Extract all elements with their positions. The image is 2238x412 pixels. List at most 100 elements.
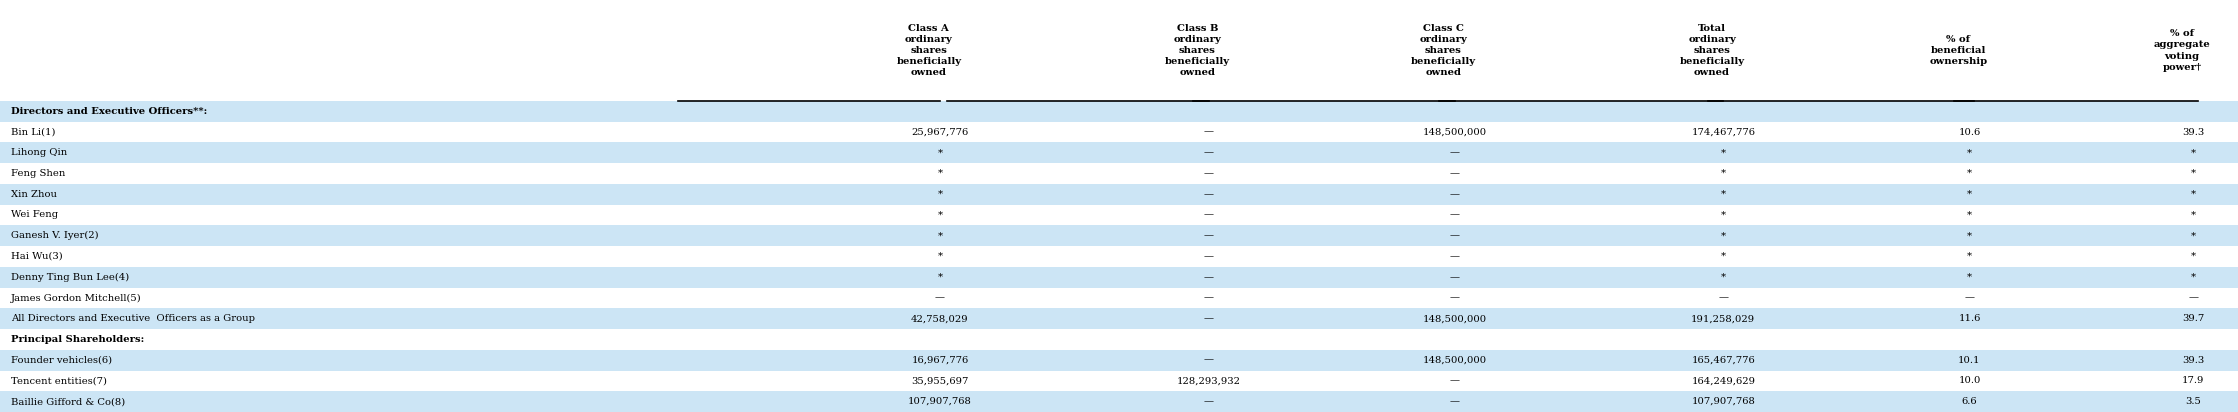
Text: *: * (1721, 273, 1725, 282)
Text: *: * (1721, 252, 1725, 261)
Bar (0, 308, 2238, 329)
Bar (0, 370, 2238, 391)
Text: *: * (1967, 252, 1972, 261)
Text: 11.6: 11.6 (1958, 314, 1981, 323)
Text: 165,467,776: 165,467,776 (1692, 356, 1755, 365)
Text: All Directors and Executive  Officers as a Group: All Directors and Executive Officers as … (11, 314, 255, 323)
Text: Class B
ordinary
shares
beneficially
owned: Class B ordinary shares beneficially own… (1164, 24, 1231, 77)
Text: —: — (1204, 252, 1213, 261)
Text: 174,467,776: 174,467,776 (1692, 128, 1755, 136)
Text: Baillie Gifford & Co(8): Baillie Gifford & Co(8) (11, 397, 125, 406)
Text: —: — (1450, 211, 1459, 220)
Text: 39.3: 39.3 (2182, 128, 2204, 136)
Text: *: * (938, 169, 942, 178)
Bar (0, 163, 2238, 184)
Text: James Gordon Mitchell(5): James Gordon Mitchell(5) (11, 293, 141, 302)
Text: 107,907,768: 107,907,768 (1692, 397, 1755, 406)
Text: 148,500,000: 148,500,000 (1423, 356, 1486, 365)
Text: —: — (1204, 314, 1213, 323)
Text: Lihong Qin: Lihong Qin (11, 148, 67, 157)
Text: 148,500,000: 148,500,000 (1423, 314, 1486, 323)
Text: —: — (1450, 190, 1459, 199)
Text: *: * (1721, 148, 1725, 157)
Text: 6.6: 6.6 (1963, 397, 1976, 406)
Text: —: — (1204, 293, 1213, 302)
Text: *: * (938, 148, 942, 157)
Text: 164,249,629: 164,249,629 (1692, 377, 1755, 385)
Bar (0, 101, 2238, 122)
Bar (0, 267, 2238, 288)
Text: *: * (1967, 211, 1972, 220)
Text: *: * (938, 190, 942, 199)
Text: *: * (938, 273, 942, 282)
Text: 35,955,697: 35,955,697 (911, 377, 969, 385)
Text: *: * (938, 252, 942, 261)
Text: 191,258,029: 191,258,029 (1692, 314, 1755, 323)
Text: 148,500,000: 148,500,000 (1423, 128, 1486, 136)
Text: —: — (1450, 252, 1459, 261)
Text: 10.6: 10.6 (1958, 128, 1981, 136)
Text: Hai Wu(3): Hai Wu(3) (11, 252, 63, 261)
Text: Xin Zhou: Xin Zhou (11, 190, 58, 199)
Text: 39.3: 39.3 (2182, 356, 2204, 365)
Text: *: * (1721, 211, 1725, 220)
Text: —: — (1450, 397, 1459, 406)
Bar (0, 246, 2238, 267)
Text: *: * (2191, 169, 2195, 178)
Text: *: * (1721, 169, 1725, 178)
Text: *: * (2191, 273, 2195, 282)
Text: —: — (1450, 148, 1459, 157)
Bar (0, 350, 2238, 370)
Text: —: — (935, 293, 944, 302)
Text: —: — (1204, 211, 1213, 220)
Text: Feng Shen: Feng Shen (11, 169, 65, 178)
Bar (0, 205, 2238, 225)
Text: % of
beneficial
ownership: % of beneficial ownership (1929, 35, 1987, 66)
Text: —: — (1204, 273, 1213, 282)
Text: —: — (1450, 377, 1459, 385)
Text: —: — (1204, 190, 1213, 199)
Text: —: — (1204, 169, 1213, 178)
Text: *: * (1967, 231, 1972, 240)
Bar (0, 391, 2238, 412)
Text: *: * (1967, 273, 1972, 282)
Text: *: * (1967, 190, 1972, 199)
Bar (0, 225, 2238, 246)
Bar (0, 143, 2238, 163)
Text: 39.7: 39.7 (2182, 314, 2204, 323)
Text: *: * (2191, 252, 2195, 261)
Bar (0, 288, 2238, 308)
Bar (0, 184, 2238, 205)
Text: —: — (1450, 169, 1459, 178)
Text: Ganesh V. Iyer(2): Ganesh V. Iyer(2) (11, 231, 98, 240)
Text: Founder vehicles(6): Founder vehicles(6) (11, 356, 112, 365)
Text: Tencent entities(7): Tencent entities(7) (11, 377, 107, 385)
Text: —: — (1719, 293, 1728, 302)
Text: % of
aggregate
voting
power†: % of aggregate voting power† (2153, 29, 2211, 72)
Text: *: * (938, 231, 942, 240)
Text: *: * (938, 211, 942, 220)
Text: Directors and Executive Officers**:: Directors and Executive Officers**: (11, 107, 208, 116)
Text: *: * (2191, 211, 2195, 220)
Bar (0, 122, 2238, 143)
Text: —: — (1450, 293, 1459, 302)
Text: 17.9: 17.9 (2182, 377, 2204, 385)
Text: —: — (1450, 231, 1459, 240)
Text: 10.0: 10.0 (1958, 377, 1981, 385)
Bar (0, 0, 2238, 101)
Text: —: — (1965, 293, 1974, 302)
Text: 16,967,776: 16,967,776 (911, 356, 969, 365)
Text: —: — (1204, 148, 1213, 157)
Text: *: * (1721, 190, 1725, 199)
Text: *: * (2191, 148, 2195, 157)
Text: —: — (1204, 397, 1213, 406)
Text: 3.5: 3.5 (2184, 397, 2202, 406)
Text: 10.1: 10.1 (1958, 356, 1981, 365)
Text: Denny Ting Bun Lee(4): Denny Ting Bun Lee(4) (11, 273, 130, 282)
Bar (0, 329, 2238, 350)
Text: *: * (2191, 190, 2195, 199)
Text: 107,907,768: 107,907,768 (909, 397, 971, 406)
Text: —: — (1204, 231, 1213, 240)
Text: —: — (1204, 356, 1213, 365)
Text: —: — (1450, 273, 1459, 282)
